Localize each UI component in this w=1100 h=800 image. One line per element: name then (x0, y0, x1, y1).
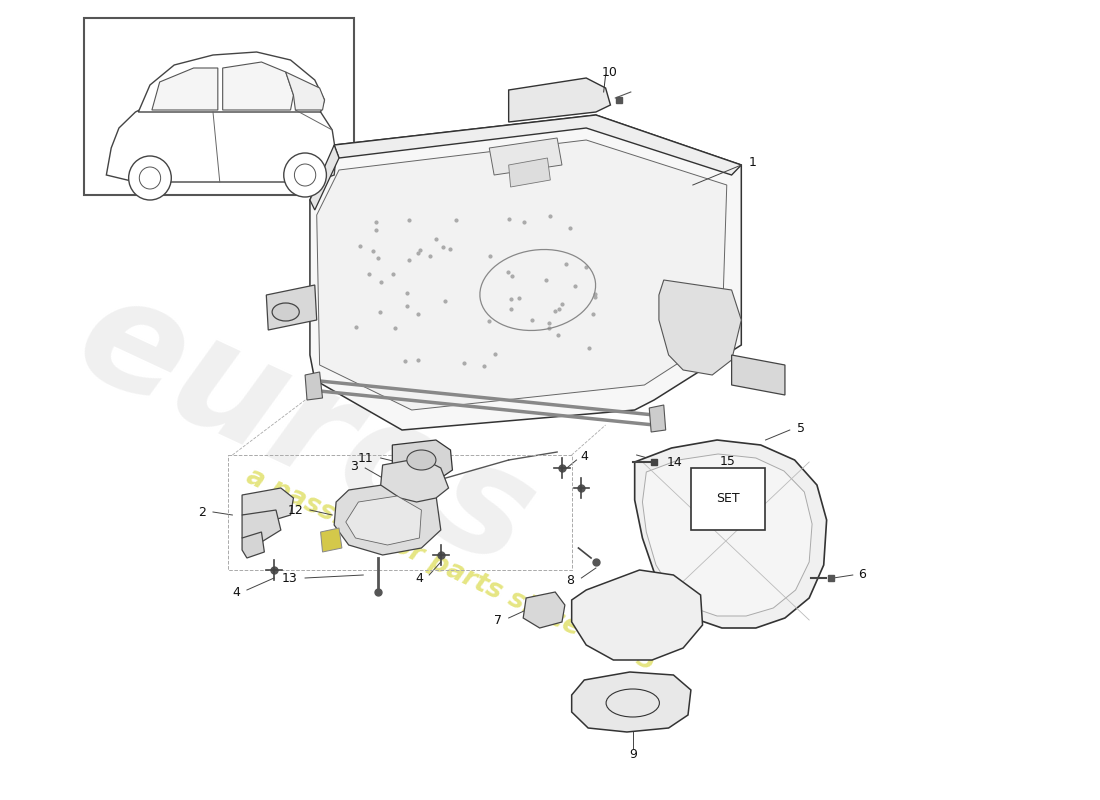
Polygon shape (286, 72, 324, 110)
Polygon shape (635, 440, 826, 628)
Ellipse shape (407, 450, 436, 470)
Polygon shape (222, 62, 294, 110)
Text: 3: 3 (351, 459, 359, 473)
Circle shape (295, 164, 316, 186)
Text: 2: 2 (198, 506, 206, 518)
Text: 6: 6 (858, 567, 866, 581)
Polygon shape (334, 115, 741, 175)
Polygon shape (508, 78, 611, 122)
Polygon shape (317, 140, 727, 410)
Text: 13: 13 (282, 571, 297, 585)
Text: 1: 1 (749, 155, 757, 169)
Polygon shape (305, 372, 322, 400)
Polygon shape (320, 528, 342, 552)
Text: 11: 11 (358, 451, 373, 465)
Text: SET: SET (716, 493, 739, 506)
Polygon shape (152, 68, 218, 110)
Polygon shape (242, 488, 294, 520)
Text: 7: 7 (494, 614, 502, 626)
Polygon shape (393, 440, 452, 480)
Polygon shape (242, 510, 280, 542)
Polygon shape (107, 88, 337, 182)
Text: 4: 4 (581, 450, 589, 463)
Circle shape (140, 167, 161, 189)
Polygon shape (84, 18, 353, 195)
Circle shape (284, 153, 327, 197)
Polygon shape (524, 592, 565, 628)
Polygon shape (334, 482, 441, 555)
FancyBboxPatch shape (691, 468, 764, 530)
Polygon shape (310, 115, 741, 430)
Text: 4: 4 (416, 571, 424, 585)
Text: 9: 9 (629, 747, 637, 761)
Polygon shape (732, 355, 785, 395)
Polygon shape (242, 532, 264, 558)
Text: 12: 12 (287, 503, 304, 517)
Text: 14: 14 (667, 455, 682, 469)
Polygon shape (659, 280, 741, 375)
Polygon shape (508, 158, 550, 187)
Polygon shape (572, 672, 691, 732)
Text: euros: euros (54, 260, 556, 600)
Circle shape (129, 156, 172, 200)
Text: 5: 5 (796, 422, 804, 434)
Polygon shape (345, 496, 421, 545)
Polygon shape (490, 138, 562, 175)
Text: 4: 4 (232, 586, 240, 598)
Polygon shape (310, 145, 339, 210)
Text: a passion for parts since 1985: a passion for parts since 1985 (242, 463, 659, 677)
Text: 10: 10 (602, 66, 617, 78)
Polygon shape (649, 405, 666, 432)
Polygon shape (266, 285, 317, 330)
Ellipse shape (272, 303, 299, 321)
Polygon shape (139, 52, 324, 112)
Text: 15: 15 (719, 455, 736, 468)
Polygon shape (642, 454, 812, 616)
Polygon shape (381, 458, 449, 502)
Text: 8: 8 (566, 574, 574, 587)
Polygon shape (572, 570, 703, 660)
